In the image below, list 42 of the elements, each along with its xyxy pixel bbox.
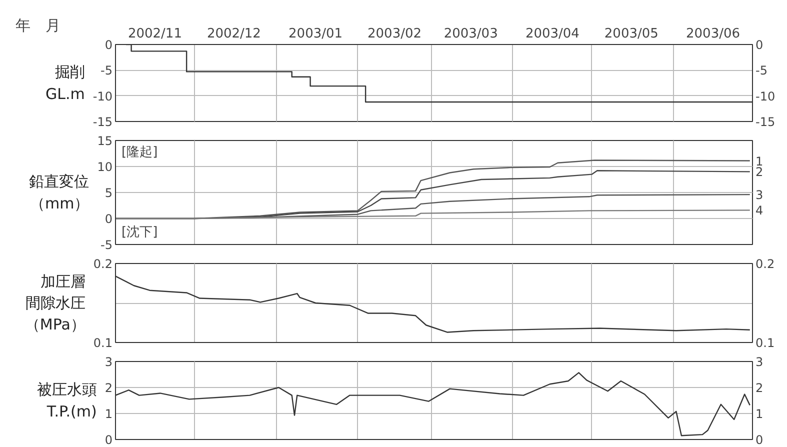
- y-axis-title: 掘削GL.m: [46, 63, 85, 103]
- y-tick-label: 0.1: [93, 336, 113, 350]
- y2-tick-label: 0.1: [756, 336, 775, 350]
- y2-tick-label: -10: [756, 89, 776, 104]
- y-tick-label: 2: [104, 381, 113, 395]
- y2-tick-label: 1: [756, 407, 764, 421]
- y-tick-label: 15: [97, 134, 113, 148]
- y-tick-label: -5: [100, 64, 113, 78]
- y2-tick-label: 3: [756, 355, 764, 369]
- y-axis-title: 加圧層間隙水圧（MPa）: [24, 272, 86, 334]
- y-tick-label: -5: [100, 238, 113, 252]
- x-axis-title: 年 月: [16, 16, 60, 34]
- y-axis-title: 被圧水頭T.P.(m): [36, 380, 97, 420]
- y-tick-label: 0: [104, 38, 113, 52]
- series-label: 4: [756, 204, 764, 218]
- y-tick-label: 0: [104, 212, 113, 226]
- y-tick-label: 1: [104, 407, 113, 421]
- annotation: [隆起]: [122, 145, 158, 160]
- y-tick-label: -10: [92, 89, 113, 104]
- y-tick-label: 3: [104, 355, 113, 369]
- x-tick-label: 2002/12: [206, 26, 261, 42]
- y-tick-label: 0.2: [93, 257, 113, 271]
- x-tick-label: 2003/05: [604, 26, 658, 42]
- y-tick-label: 0: [104, 433, 113, 447]
- x-tick-label: 2003/06: [686, 26, 740, 42]
- x-tick-label: 2003/01: [288, 26, 343, 42]
- y2-tick-label: 2: [756, 381, 764, 395]
- x-tick-label: 2003/02: [368, 26, 422, 42]
- y-tick-label: 5: [104, 186, 113, 200]
- x-tick-label: 2003/03: [444, 26, 498, 42]
- y2-tick-label: -15: [756, 115, 776, 129]
- y-tick-label: 10: [97, 160, 113, 174]
- x-tick-label: 2003/04: [525, 26, 580, 42]
- y2-tick-label: 0: [756, 433, 764, 447]
- annotation: [沈下]: [122, 225, 158, 240]
- y-tick-label: -15: [92, 115, 113, 129]
- y2-tick-label: 0: [756, 38, 764, 52]
- y2-tick-label: 0.2: [756, 257, 775, 271]
- y-axis-title: 鉛直変位（mm）: [29, 172, 90, 212]
- x-tick-label: 2002/11: [128, 26, 182, 42]
- y2-tick-label: -5: [756, 64, 768, 78]
- series-label: 3: [756, 188, 764, 202]
